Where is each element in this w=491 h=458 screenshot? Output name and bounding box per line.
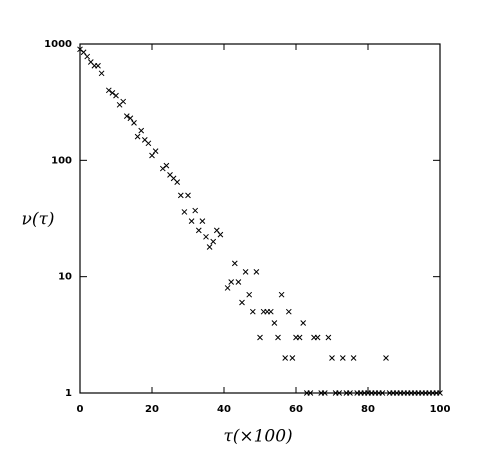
point: [282, 355, 289, 361]
point: [336, 390, 343, 396]
point: [383, 355, 389, 361]
point: [174, 179, 181, 185]
point: [77, 46, 83, 53]
point: [300, 320, 307, 326]
point: [113, 92, 119, 99]
point: [314, 334, 321, 341]
x-tick-label: 80: [361, 404, 375, 415]
point: [195, 227, 202, 234]
point: [95, 62, 101, 69]
point: [329, 355, 335, 361]
x-tick-label: 40: [217, 404, 231, 415]
point: [379, 390, 386, 396]
point: [98, 70, 105, 77]
point: [339, 355, 346, 361]
point: [131, 119, 137, 126]
point: [253, 268, 260, 275]
point: [163, 162, 170, 169]
point: [437, 390, 443, 396]
point: [159, 165, 166, 172]
point: [278, 291, 285, 298]
point: [275, 334, 281, 341]
point: [177, 192, 184, 199]
plot-frame: [79, 43, 441, 394]
point: [242, 268, 249, 275]
point: [257, 334, 263, 341]
point: [138, 127, 145, 134]
point: [296, 334, 303, 341]
point: [210, 238, 217, 245]
point: [120, 98, 127, 105]
point: [181, 209, 188, 215]
point: [347, 390, 353, 396]
point: [185, 192, 191, 199]
point: [105, 87, 112, 94]
point: [325, 334, 332, 341]
point: [217, 231, 224, 238]
point: [84, 53, 91, 60]
point: [289, 355, 296, 361]
point: [123, 113, 130, 119]
x-axis-label: τ(×100): [223, 427, 292, 447]
point: [109, 90, 116, 96]
y-tick-label: 1: [65, 388, 72, 399]
point: [321, 390, 328, 396]
point: [145, 140, 152, 147]
point: [239, 299, 245, 306]
point: [152, 148, 159, 154]
x-tick-label: 100: [430, 404, 451, 415]
point: [267, 308, 274, 315]
point: [235, 279, 242, 285]
x-tick-label: 60: [289, 404, 303, 415]
x-tick-label: 0: [77, 404, 84, 415]
point: [224, 285, 231, 291]
point: [246, 291, 253, 298]
point: [271, 320, 278, 326]
point: [149, 152, 155, 159]
point: [285, 308, 292, 315]
point: [192, 207, 199, 214]
point: [203, 233, 209, 240]
point: [127, 115, 134, 122]
y-tick-label: 1000: [44, 39, 72, 50]
point: [206, 244, 213, 250]
point: [188, 218, 195, 225]
y-tick-label: 10: [58, 272, 72, 283]
point: [228, 279, 235, 285]
y-tick-label: 100: [51, 155, 72, 166]
x-tick-label: 20: [145, 404, 159, 415]
y-axis-label: ν(τ): [21, 210, 54, 230]
point: [199, 218, 206, 225]
point: [134, 133, 141, 140]
point: [231, 260, 238, 267]
point: [80, 49, 87, 56]
point: [249, 308, 256, 315]
point: [350, 355, 357, 361]
point: [307, 390, 314, 396]
